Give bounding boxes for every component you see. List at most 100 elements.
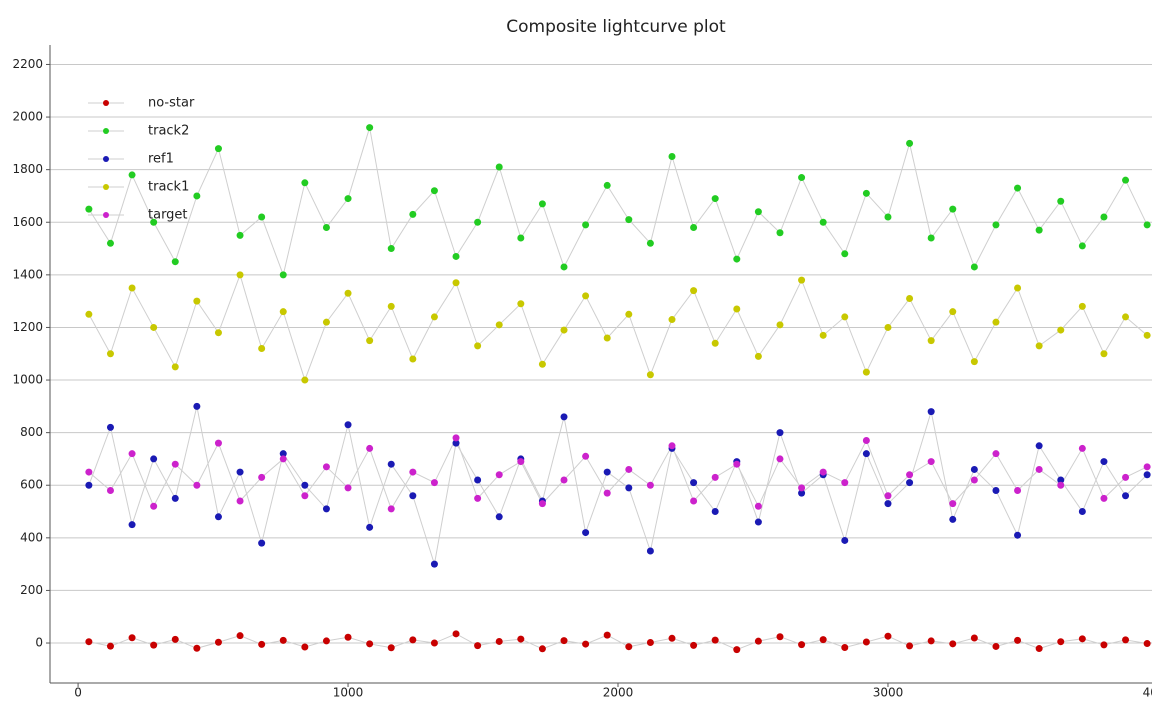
data-point <box>560 413 568 421</box>
data-point <box>387 505 395 513</box>
data-point <box>711 508 719 516</box>
data-point <box>560 263 568 271</box>
data-point <box>452 252 460 260</box>
data-point <box>776 633 784 641</box>
data-point <box>301 643 309 651</box>
data-point <box>430 313 438 321</box>
data-point <box>949 500 957 508</box>
data-point <box>1078 302 1086 310</box>
data-point <box>603 334 611 342</box>
data-point <box>1035 226 1043 234</box>
y-tick-label: 800 <box>20 425 43 439</box>
data-point <box>344 289 352 297</box>
data-point <box>690 224 698 232</box>
data-point <box>430 639 438 647</box>
data-point <box>193 297 201 305</box>
data-point <box>1122 492 1130 500</box>
data-point <box>776 455 784 463</box>
data-point <box>495 163 503 171</box>
data-point <box>862 437 870 445</box>
data-point <box>106 486 114 494</box>
data-point <box>85 310 93 318</box>
data-point <box>992 450 1000 458</box>
data-point <box>1143 463 1151 471</box>
data-point <box>366 640 374 648</box>
data-point <box>1057 326 1065 334</box>
data-point <box>495 471 503 479</box>
data-point <box>1122 176 1130 184</box>
data-point <box>538 645 546 653</box>
data-point <box>603 631 611 639</box>
data-point <box>1057 197 1065 205</box>
data-point <box>517 635 525 643</box>
data-point <box>949 515 957 523</box>
data-point <box>927 234 935 242</box>
data-point <box>646 547 654 555</box>
data-point <box>560 637 568 645</box>
data-point <box>495 637 503 645</box>
legend-marker <box>103 156 109 162</box>
data-point <box>906 471 914 479</box>
y-tick-label: 1800 <box>12 162 43 176</box>
data-point <box>171 363 179 371</box>
y-tick-label: 1600 <box>12 215 43 229</box>
data-point <box>193 402 201 410</box>
data-point <box>668 316 676 324</box>
data-point <box>258 473 266 481</box>
data-point <box>193 644 201 652</box>
data-point <box>646 639 654 647</box>
data-point <box>452 434 460 442</box>
data-point <box>1122 473 1130 481</box>
data-point <box>668 153 676 161</box>
data-point <box>258 344 266 352</box>
data-point <box>733 460 741 468</box>
data-point <box>301 376 309 384</box>
grid <box>50 63 1152 644</box>
y-tick-label: 1400 <box>12 267 43 281</box>
data-point <box>517 300 525 308</box>
data-point <box>884 492 892 500</box>
data-point <box>1014 486 1022 494</box>
data-point <box>776 321 784 329</box>
data-point <box>409 355 417 363</box>
data-point <box>171 258 179 266</box>
data-point <box>798 484 806 492</box>
data-point <box>193 481 201 489</box>
data-point <box>884 500 892 508</box>
data-point <box>322 463 330 471</box>
data-point <box>452 279 460 287</box>
y-tick-label: 2200 <box>12 57 43 71</box>
data-point <box>603 489 611 497</box>
data-point <box>236 468 244 476</box>
data-point <box>1078 635 1086 643</box>
data-point <box>150 323 158 331</box>
data-point <box>452 630 460 638</box>
data-point <box>344 484 352 492</box>
data-point <box>841 536 849 544</box>
data-point <box>128 171 136 179</box>
data-point <box>711 339 719 347</box>
legend-label: ref1 <box>148 152 174 167</box>
data-point <box>344 633 352 641</box>
data-point <box>387 302 395 310</box>
x-tick-label: 2000 <box>603 686 634 700</box>
data-point <box>1143 331 1151 339</box>
data-point <box>279 308 287 316</box>
data-point <box>646 371 654 379</box>
data-point <box>1035 465 1043 473</box>
series-line <box>88 406 1148 565</box>
data-point <box>862 450 870 458</box>
data-point <box>495 513 503 521</box>
data-point <box>819 331 827 339</box>
data-point <box>711 195 719 203</box>
legend-label: target <box>148 208 188 223</box>
data-point <box>150 455 158 463</box>
data-point <box>474 642 482 650</box>
data-point <box>841 643 849 651</box>
data-point <box>862 189 870 197</box>
data-point <box>236 497 244 505</box>
legend-label: no-star <box>148 96 195 111</box>
data-point <box>603 181 611 189</box>
data-point <box>1035 645 1043 653</box>
